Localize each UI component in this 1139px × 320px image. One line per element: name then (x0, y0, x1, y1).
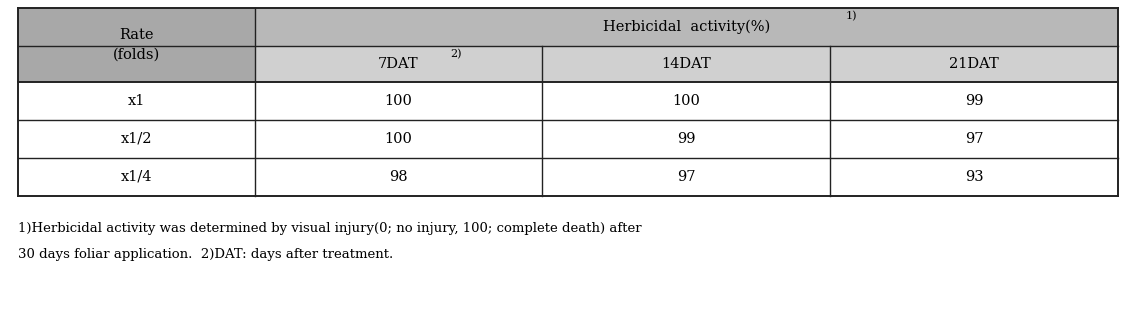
Text: 1)Herbicidal activity was determined by visual injury(0; no injury, 100; complet: 1)Herbicidal activity was determined by … (18, 222, 641, 235)
Text: 99: 99 (677, 132, 696, 146)
Text: 97: 97 (965, 132, 983, 146)
Bar (18, 158, 254, 196)
Bar (830, 82, 1118, 120)
Text: Rate
(folds): Rate (folds) (113, 28, 159, 62)
Text: 97: 97 (677, 170, 696, 184)
Bar (254, 46, 542, 82)
Text: Herbicidal  activity(%): Herbicidal activity(%) (603, 20, 770, 34)
Bar (542, 46, 830, 82)
Text: 21DAT: 21DAT (949, 57, 999, 71)
Text: x1/4: x1/4 (121, 170, 151, 184)
Text: 100: 100 (672, 94, 700, 108)
Bar (254, 120, 542, 158)
Text: 30 days foliar application.  2)DAT: days after treatment.: 30 days foliar application. 2)DAT: days … (18, 248, 393, 261)
Text: x1/2: x1/2 (121, 132, 151, 146)
Text: x1: x1 (128, 94, 145, 108)
Bar (18, 8, 254, 82)
Bar (254, 8, 1118, 46)
Text: 14DAT: 14DAT (662, 57, 711, 71)
Text: 2): 2) (450, 49, 461, 59)
Text: 98: 98 (390, 170, 408, 184)
Bar (830, 158, 1118, 196)
Bar (830, 46, 1118, 82)
Bar (18, 82, 254, 120)
Text: 100: 100 (385, 132, 412, 146)
Text: 1): 1) (846, 11, 858, 21)
Bar (830, 120, 1118, 158)
Bar (542, 158, 830, 196)
Text: 93: 93 (965, 170, 983, 184)
Bar (542, 120, 830, 158)
Text: 99: 99 (965, 94, 983, 108)
Bar (254, 158, 542, 196)
Bar (542, 82, 830, 120)
Bar (254, 82, 542, 120)
Bar (18, 120, 254, 158)
Text: 100: 100 (385, 94, 412, 108)
Text: 7DAT: 7DAT (378, 57, 419, 71)
